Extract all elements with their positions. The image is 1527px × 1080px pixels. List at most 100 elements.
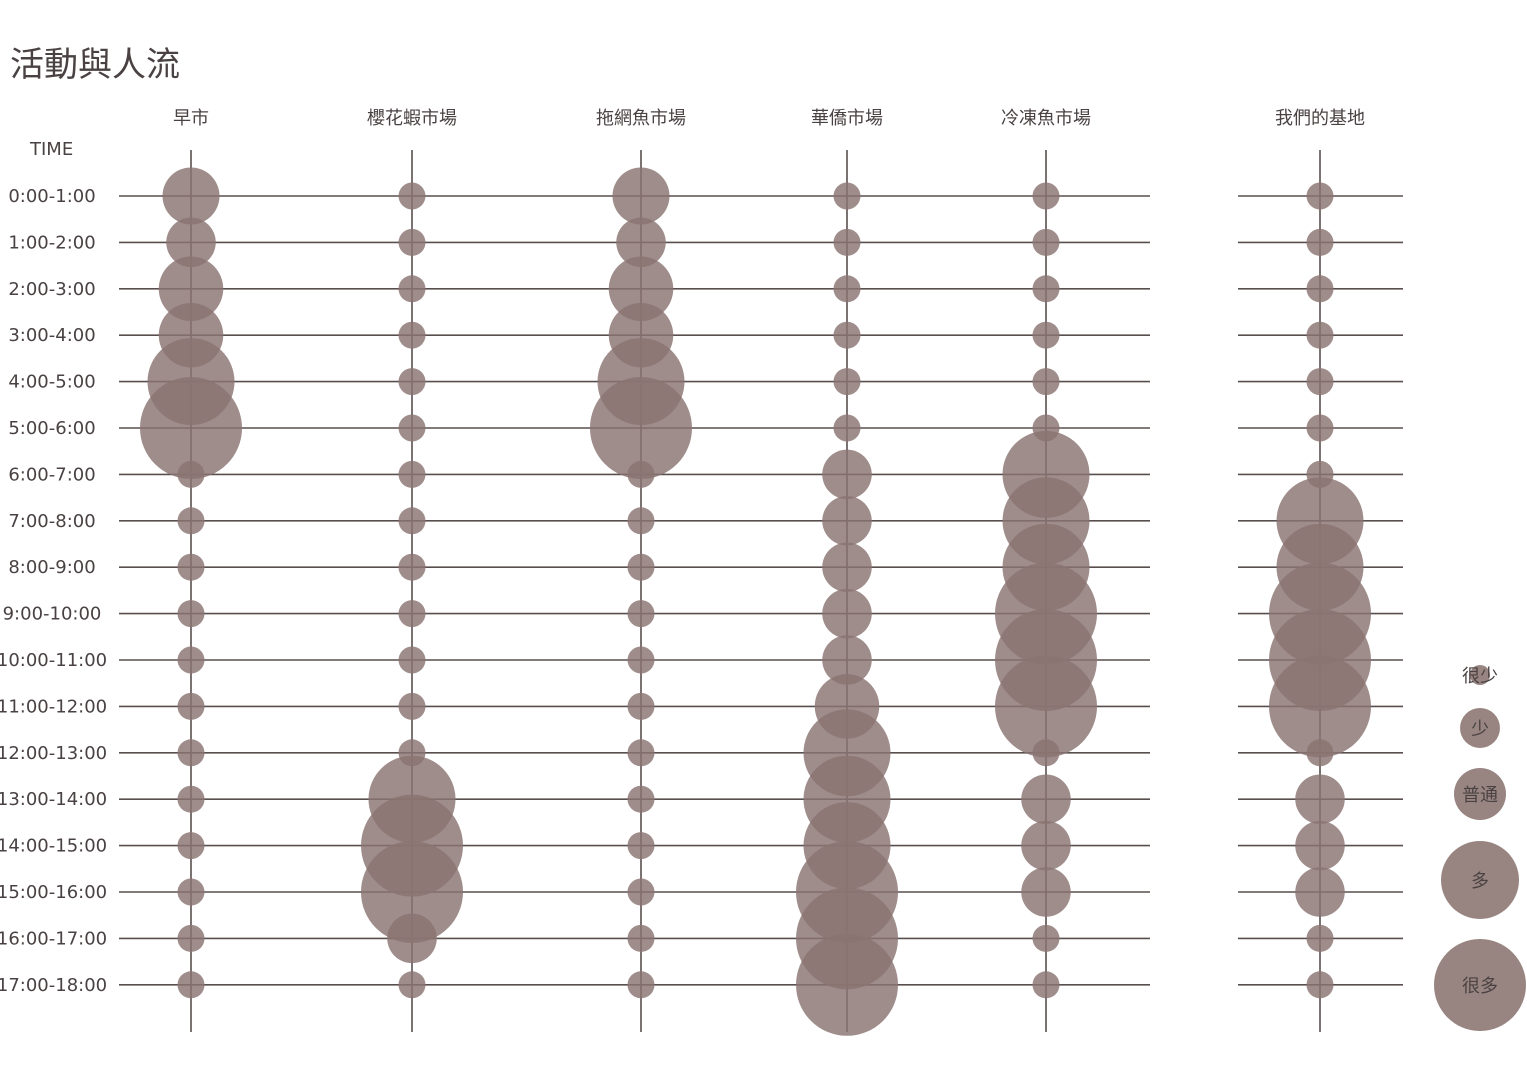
bubble bbox=[398, 275, 426, 303]
bubble bbox=[1306, 414, 1334, 442]
bubble bbox=[177, 600, 205, 628]
bubble bbox=[627, 739, 655, 767]
legend-label: 很少 bbox=[1462, 666, 1498, 687]
bubble bbox=[590, 377, 692, 479]
bubble bbox=[1306, 739, 1334, 767]
bubble bbox=[1032, 321, 1060, 349]
bubble bbox=[398, 460, 426, 488]
bubble bbox=[398, 321, 426, 349]
bubble-marks bbox=[140, 167, 1371, 1036]
column-label: 我們的基地 bbox=[1275, 108, 1365, 129]
bubble bbox=[612, 167, 670, 225]
bubble bbox=[387, 913, 437, 964]
bubble bbox=[1306, 182, 1334, 210]
bubble bbox=[1032, 182, 1060, 210]
column-labels: 早市 櫻花蝦市場 拖網魚市場 華僑市場 冷凍魚市場 我們的基地 bbox=[173, 108, 1365, 129]
bubble bbox=[1295, 820, 1345, 871]
bubble bbox=[177, 553, 205, 581]
row-axis-title: TIME bbox=[29, 139, 73, 160]
bubble bbox=[627, 507, 655, 535]
bubble bbox=[822, 496, 872, 546]
legend-label: 多 bbox=[1471, 871, 1489, 892]
row-label: 12:00-13:00 bbox=[0, 743, 107, 764]
row-gridlines bbox=[119, 195, 1403, 986]
bubble bbox=[627, 460, 655, 488]
bubble bbox=[1032, 228, 1060, 256]
bubble bbox=[1306, 275, 1334, 303]
bubble bbox=[627, 553, 655, 581]
bubble bbox=[833, 182, 861, 210]
bubble bbox=[627, 924, 655, 952]
bubble bbox=[398, 507, 426, 535]
row-label: 11:00-12:00 bbox=[0, 696, 107, 717]
bubble bbox=[361, 841, 463, 943]
bubble bbox=[833, 321, 861, 349]
row-label: 7:00-8:00 bbox=[8, 511, 95, 532]
bubble bbox=[177, 924, 205, 952]
bubble bbox=[627, 878, 655, 906]
row-label: 1:00-2:00 bbox=[8, 232, 95, 253]
bubble bbox=[1306, 924, 1334, 952]
bubble bbox=[627, 646, 655, 674]
bubble bbox=[177, 971, 205, 999]
column-gridlines bbox=[190, 150, 1321, 1032]
bubble bbox=[177, 739, 205, 767]
column-label: 冷凍魚市場 bbox=[1001, 108, 1091, 129]
legend-bubble bbox=[1470, 665, 1490, 685]
chart-title: 活動與人流 bbox=[10, 45, 180, 85]
bubble bbox=[1306, 971, 1334, 999]
bubble bbox=[398, 646, 426, 674]
row-label: 10:00-11:00 bbox=[0, 650, 107, 671]
row-label: 3:00-4:00 bbox=[8, 325, 95, 346]
bubble bbox=[1021, 820, 1071, 871]
bubble bbox=[1306, 368, 1334, 396]
bubble bbox=[398, 971, 426, 999]
bubble bbox=[833, 414, 861, 442]
row-label: 14:00-15:00 bbox=[0, 836, 107, 857]
bubble bbox=[1032, 971, 1060, 999]
bubble bbox=[1295, 774, 1345, 824]
column-label: 華僑市場 bbox=[811, 108, 883, 129]
bubble bbox=[1306, 228, 1334, 256]
bubble bbox=[627, 785, 655, 813]
bubble bbox=[1032, 368, 1060, 396]
bubble bbox=[162, 167, 220, 225]
bubble bbox=[833, 275, 861, 303]
legend-bubble bbox=[1454, 768, 1506, 820]
row-label: 15:00-16:00 bbox=[0, 882, 107, 903]
row-label: 16:00-17:00 bbox=[0, 928, 107, 949]
bubble bbox=[398, 368, 426, 396]
bubble bbox=[398, 600, 426, 628]
bubble bbox=[177, 832, 205, 860]
row-labels: 0:00-1:00 1:00-2:00 2:00-3:00 3:00-4:00 4:00… bbox=[0, 186, 107, 996]
bubble bbox=[833, 368, 861, 396]
legend-bubble bbox=[1460, 708, 1500, 748]
bubble bbox=[398, 692, 426, 720]
bubble bbox=[177, 507, 205, 535]
bubble bbox=[822, 449, 872, 500]
row-label: 4:00-5:00 bbox=[8, 372, 95, 393]
column-label: 早市 bbox=[173, 108, 209, 129]
bubble bbox=[398, 553, 426, 581]
row-label: 13:00-14:00 bbox=[0, 789, 107, 810]
bubble bbox=[177, 646, 205, 674]
legend-label: 很多 bbox=[1462, 976, 1498, 997]
legend-bubble bbox=[1434, 939, 1526, 1031]
bubble bbox=[822, 588, 872, 639]
bubble bbox=[177, 692, 205, 720]
bubble bbox=[398, 182, 426, 210]
row-label: 5:00-6:00 bbox=[8, 418, 95, 439]
bubble bbox=[796, 933, 898, 1036]
bubble bbox=[1032, 924, 1060, 952]
bubble bbox=[627, 600, 655, 628]
bubble bbox=[616, 217, 666, 268]
bubble bbox=[627, 971, 655, 999]
bubble bbox=[822, 542, 872, 592]
row-label: 0:00-1:00 bbox=[8, 186, 95, 207]
bubble bbox=[1295, 867, 1345, 917]
bubble bbox=[995, 655, 1097, 758]
row-label: 2:00-3:00 bbox=[8, 279, 95, 300]
row-label: 8:00-9:00 bbox=[8, 557, 95, 578]
column-label: 櫻花蝦市場 bbox=[367, 108, 457, 129]
